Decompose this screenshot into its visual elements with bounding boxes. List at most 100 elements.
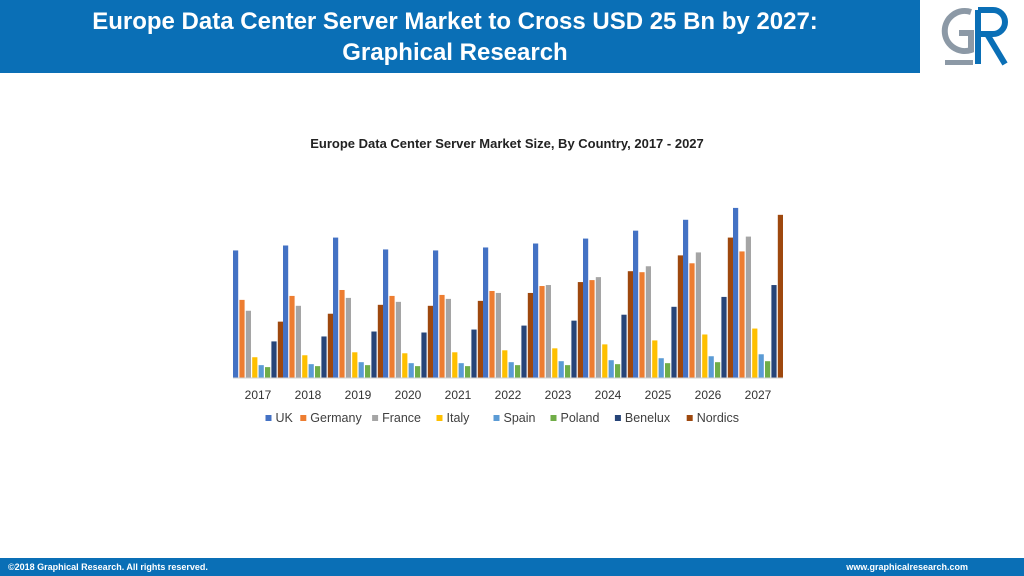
bar-poland-2017	[265, 367, 271, 378]
bar-spain-2020	[408, 363, 414, 378]
page-title-line-2: Graphical Research	[342, 39, 568, 66]
bar-nordics-2018	[327, 313, 333, 378]
x-tick-label: 2026	[695, 388, 722, 402]
bar-uk-2024	[583, 238, 589, 378]
legend-label: Germany	[310, 411, 362, 425]
bar-uk-2017	[233, 250, 239, 378]
x-tick-label: 2017	[245, 388, 272, 402]
legend-label: Benelux	[625, 411, 671, 425]
bar-uk-2020	[383, 249, 389, 378]
bar-nordics-2019	[377, 304, 383, 378]
copyright-text: ©2018 Graphical Research. All rights res…	[8, 562, 208, 572]
bar-nordics-2025	[677, 255, 683, 378]
bar-germany-2024	[589, 280, 595, 378]
bar-poland-2022	[515, 365, 521, 378]
legend-item-nordics: Nordics	[686, 411, 739, 425]
bar-germany-2019	[339, 289, 345, 378]
bar-nordics-2022	[527, 292, 533, 378]
chart-title: Europe Data Center Server Market Size, B…	[310, 136, 704, 151]
page-title-line-1: Europe Data Center Server Market to Cros…	[92, 8, 818, 35]
bar-poland-2027	[765, 361, 771, 378]
legend-swatch	[436, 415, 443, 421]
x-tick-label: 2027	[745, 388, 772, 402]
bar-france-2027	[745, 236, 751, 378]
x-tick-label: 2020	[395, 388, 422, 402]
x-tick-label: 2023	[545, 388, 572, 402]
bar-poland-2025	[665, 363, 671, 378]
bar-benelux-2024	[621, 314, 627, 378]
legend-item-spain: Spain	[493, 411, 536, 425]
bar-uk-2022	[483, 247, 489, 378]
bar-chart: 2017 2018 2019 2020 2021 2022 2023 2024 2025 2026…	[233, 207, 783, 425]
legend-swatch	[372, 415, 379, 421]
bar-spain-2027	[758, 354, 764, 378]
legend-swatch	[550, 415, 557, 421]
bar-benelux-2022	[521, 325, 527, 378]
legend-label: UK	[276, 411, 294, 425]
legend-swatch	[493, 415, 500, 421]
bar-france-2020	[395, 301, 401, 378]
bar-uk-2021	[433, 250, 439, 378]
bar-france-2021	[445, 298, 451, 378]
bar-germany-2018	[289, 295, 295, 378]
legend-item-france: France	[372, 411, 421, 425]
bar-poland-2020	[415, 366, 421, 378]
bar-nordics-2020	[427, 305, 433, 378]
bar-nordics-2021	[477, 300, 483, 378]
legend-label: Nordics	[697, 411, 739, 425]
website-link[interactable]: www.graphicalresearch.com	[846, 562, 968, 572]
bar-france-2025	[645, 266, 651, 378]
bar-uk-2025	[633, 230, 639, 378]
bar-italy-2022	[502, 350, 508, 378]
bar-spain-2026	[708, 356, 714, 378]
bar-poland-2024	[615, 364, 621, 378]
bar-spain-2018	[308, 364, 314, 378]
x-tick-label: 2025	[645, 388, 672, 402]
x-tick-label: 2019	[345, 388, 372, 402]
bar-spain-2023	[558, 361, 564, 378]
bar-uk-2026	[683, 219, 689, 378]
bar-italy-2020	[402, 353, 408, 378]
bar-poland-2019	[365, 365, 371, 378]
bar-benelux-2018	[321, 336, 327, 378]
bar-benelux-2021	[471, 329, 477, 378]
bar-nordics-2027	[777, 214, 783, 378]
bar-france-2019	[345, 297, 351, 378]
bar-spain-2022	[508, 362, 514, 378]
x-tick-label: 2024	[595, 388, 622, 402]
logo	[921, 0, 1024, 73]
legend-item-germany: Germany	[300, 411, 362, 425]
legend-item-italy: Italy	[436, 411, 471, 425]
bar-germany-2027	[739, 251, 745, 378]
legend-label: Poland	[561, 411, 600, 425]
legend-swatch	[265, 415, 272, 421]
bar-france-2024	[595, 277, 601, 378]
bar-italy-2024	[602, 344, 608, 378]
bar-benelux-2025	[671, 306, 677, 378]
bar-spain-2024	[608, 360, 614, 378]
x-tick-label: 2018	[295, 388, 322, 402]
bar-benelux-2017	[271, 341, 277, 378]
bar-italy-2026	[702, 334, 708, 378]
bar-nordics-2026	[727, 237, 733, 378]
bar-poland-2021	[465, 366, 471, 378]
x-tick-label: 2022	[495, 388, 522, 402]
legend-label: Italy	[447, 411, 471, 425]
bar-germany-2022	[489, 290, 495, 378]
bar-italy-2023	[552, 348, 558, 378]
bar-benelux-2023	[571, 320, 577, 378]
bar-germany-2026	[689, 263, 695, 378]
bar-poland-2023	[565, 365, 571, 378]
bar-germany-2020	[389, 295, 395, 378]
graphical-research-logo-icon	[941, 7, 1008, 66]
legend-label: France	[382, 411, 421, 425]
bar-italy-2019	[352, 352, 358, 378]
bar-germany-2025	[639, 272, 645, 378]
legend-swatch	[686, 415, 693, 421]
page-title: Europe Data Center Server Market to Cros…	[0, 6, 910, 68]
bar-poland-2026	[715, 362, 721, 378]
bar-germany-2023	[539, 286, 545, 378]
bar-germany-2021	[439, 294, 445, 378]
bar-france-2026	[695, 252, 701, 378]
legend-label: Spain	[504, 411, 536, 425]
